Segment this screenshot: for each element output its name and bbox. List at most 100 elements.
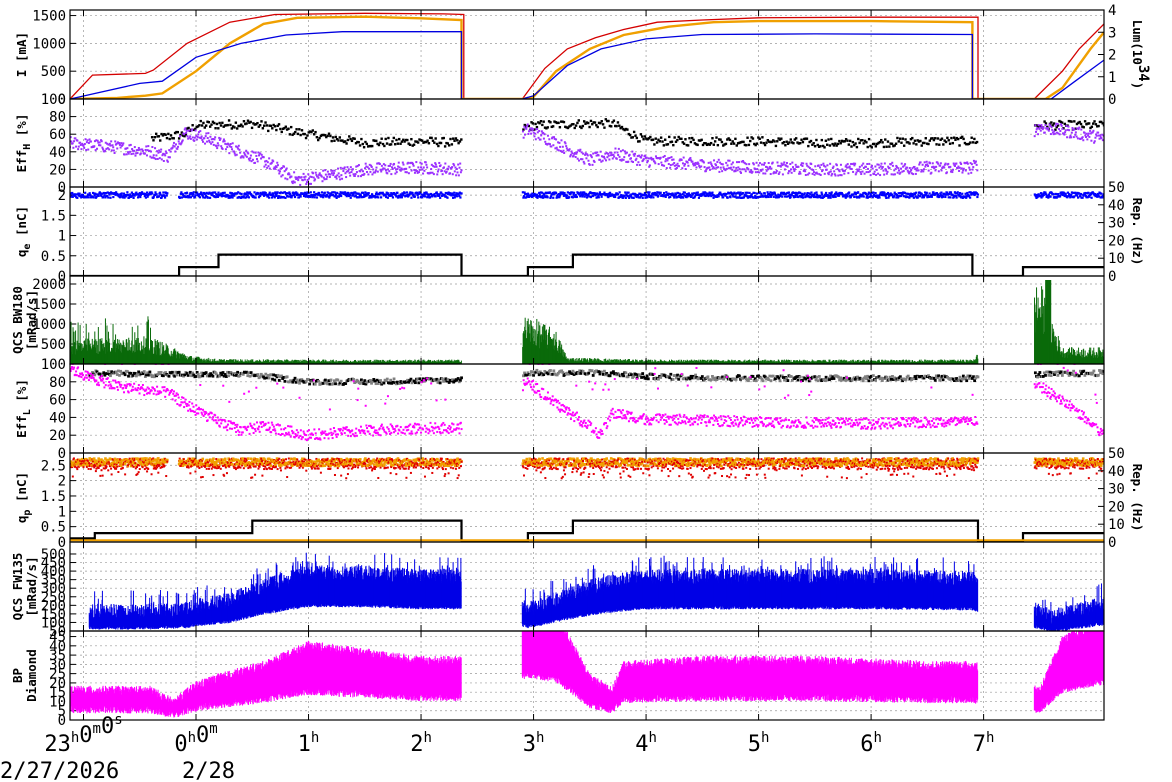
qe-point — [560, 192, 563, 195]
eff-h-point — [1074, 133, 1077, 136]
eff-h-point — [696, 143, 699, 147]
qe-point — [623, 194, 626, 197]
eff-h-point — [277, 169, 280, 172]
qe-point — [327, 195, 330, 198]
eff-h-point — [1035, 130, 1038, 133]
qe-point — [648, 191, 651, 194]
eff-h-point — [277, 123, 281, 126]
qe-point — [138, 194, 141, 197]
eff-h-point — [1078, 126, 1081, 129]
eff-h-point — [372, 139, 375, 142]
qe-point — [334, 193, 338, 196]
qe-point — [522, 195, 526, 198]
eff-h-point — [826, 143, 829, 146]
eff-h-point — [299, 133, 302, 137]
eff-h-point — [844, 165, 847, 168]
qe-point — [595, 196, 598, 199]
qe-point — [884, 194, 887, 197]
eff-h-point — [427, 142, 431, 145]
qe-point — [419, 196, 423, 199]
qe-point — [619, 195, 622, 199]
eff-h-point — [235, 153, 238, 156]
eff-h-point — [120, 142, 123, 145]
eff-h-point — [802, 169, 805, 172]
qe-point — [181, 193, 185, 196]
eff-h-point — [628, 133, 632, 137]
eff-h-point — [122, 142, 125, 145]
eff-h-point — [357, 175, 360, 178]
eff-h-point — [609, 154, 612, 157]
qe-point — [1060, 191, 1063, 194]
qe-point — [70, 195, 73, 198]
qe-point — [366, 192, 369, 195]
eff-h-point — [911, 167, 914, 170]
qe-point — [194, 194, 197, 197]
eff-h-point — [661, 164, 664, 167]
eff-h-point — [344, 140, 347, 143]
qe-point — [875, 195, 878, 198]
qe-point — [919, 192, 922, 195]
eff-h-point — [555, 121, 559, 125]
eff-h-point — [334, 135, 337, 139]
eff-h-point — [937, 162, 940, 165]
eff-h-point — [907, 171, 910, 174]
eff-h-point — [737, 166, 740, 169]
eff-h-point — [113, 151, 116, 154]
qe-point — [1056, 195, 1059, 198]
eff-h-point — [233, 126, 236, 129]
qe-point — [312, 193, 315, 197]
eff-h-point — [372, 168, 375, 171]
eff-h-point — [226, 142, 229, 145]
eff-h-point — [257, 125, 260, 128]
eff-h-point — [228, 145, 231, 148]
eff-h-point — [156, 135, 159, 138]
eff-h-point — [1057, 132, 1060, 135]
eff-h-point — [838, 170, 841, 173]
qe-point — [702, 192, 706, 195]
qe-point — [88, 193, 91, 196]
eff-h-point — [850, 162, 853, 165]
qe-point — [748, 191, 751, 195]
eff-h-point — [786, 142, 790, 145]
eff-h-point — [581, 124, 585, 128]
qe-point — [707, 194, 710, 198]
qe-point — [449, 192, 452, 196]
eff-h-point — [529, 127, 532, 130]
eff-h-point — [677, 135, 680, 139]
qe-point — [906, 195, 909, 199]
eff-h-point — [364, 167, 367, 170]
eff-h-point — [391, 140, 394, 143]
qe-point — [585, 193, 588, 197]
eff-h-point — [912, 173, 915, 176]
eff-h-point — [258, 154, 261, 157]
qe-point — [524, 196, 527, 199]
eff-h-point — [846, 166, 849, 169]
eff-h-point — [391, 167, 394, 170]
eff-h-point — [260, 153, 263, 156]
qe-point — [1064, 192, 1067, 195]
eff-h-point — [588, 125, 591, 129]
qe-point — [544, 196, 547, 199]
qe-point — [760, 192, 763, 195]
qe-point — [320, 191, 324, 194]
qe-point — [378, 193, 381, 196]
eff-h-point — [632, 160, 635, 163]
eff-h-point — [523, 123, 526, 127]
qe-point — [734, 192, 738, 195]
eff-h-point — [621, 149, 624, 152]
eff-h-point — [376, 162, 379, 165]
y2-tick-label: 0 — [1108, 92, 1116, 108]
eff-h-point — [249, 157, 252, 160]
qe-point — [223, 194, 226, 197]
qe-point — [309, 195, 312, 199]
eff-h-point — [591, 122, 594, 126]
eff-h-point — [356, 140, 359, 144]
eff-h-point — [112, 149, 115, 152]
eff-h-point — [685, 143, 688, 147]
eff-h-point — [295, 178, 298, 181]
eff-h-point — [430, 168, 433, 171]
eff-h-point — [631, 150, 634, 153]
eff-h-point — [244, 154, 247, 157]
eff-h-point — [661, 140, 664, 143]
